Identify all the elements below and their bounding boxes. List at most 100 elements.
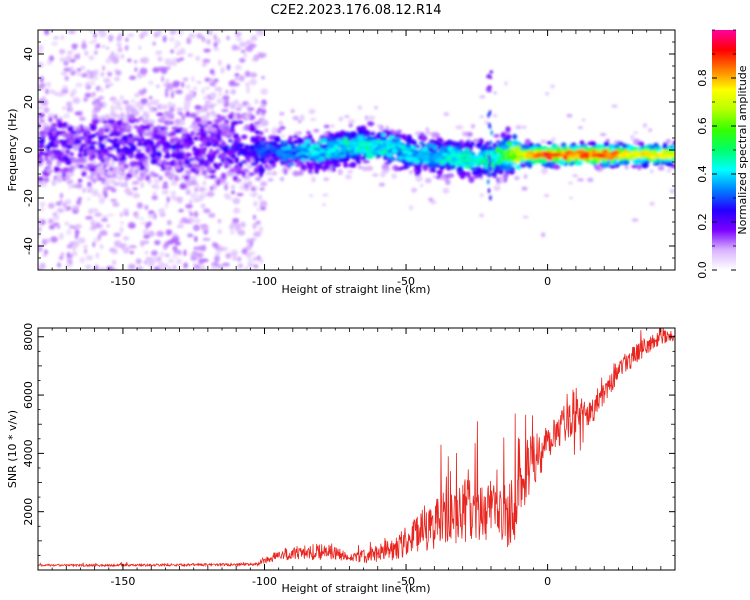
spectrogram-cell [573, 154, 580, 158]
spectrogram-cell [131, 181, 140, 185]
spectrogram-cell [311, 176, 316, 183]
spectrogram-cell [206, 102, 213, 106]
spectrogram-cell [141, 99, 147, 105]
spectrogram-cell [366, 134, 371, 139]
spectrogram-cell [399, 166, 408, 170]
spectrogram-cell [198, 258, 205, 265]
spectrogram-cell [185, 152, 190, 158]
spectrogram-cell [228, 113, 234, 120]
spectrogram-cell [522, 144, 529, 150]
spectrogram-cell [163, 181, 168, 186]
spectrogram-cell [107, 118, 116, 125]
spectrogram-cell [488, 160, 492, 166]
spectrogram-cell [587, 177, 594, 183]
spectrogram-cell [232, 175, 238, 182]
spectrogram-cell [249, 172, 255, 176]
spectrogram-cell [47, 218, 54, 225]
spectrogram-cell [215, 86, 223, 92]
spectrogram-cell [190, 179, 197, 186]
spectrogram-cell [256, 109, 260, 115]
spectrogram-cell [314, 167, 320, 174]
spectrogram-cell [300, 143, 307, 149]
spectrogram-cell [109, 115, 117, 120]
spectrogram-cell [122, 208, 130, 214]
spectrogram-cell [119, 106, 124, 111]
spectrogram-cell [260, 181, 268, 187]
spectrogram-cell [254, 129, 260, 135]
spectrogram-cell [143, 234, 150, 239]
spectrogram-cell [66, 179, 74, 185]
spectrogram-cell [159, 135, 167, 142]
spectrogram-cell [415, 175, 423, 182]
spectrogram-cell [427, 143, 435, 149]
spectrogram-cell [168, 37, 175, 42]
spectrogram-cell [59, 198, 63, 205]
spectrogram-cell [158, 208, 166, 214]
spectrogram-cell [472, 170, 479, 176]
spectrogram-cell [222, 95, 230, 101]
spectrogram-cell [136, 126, 143, 133]
x-tick-label: -150 [110, 575, 135, 588]
spectrogram-cell [351, 154, 357, 160]
spectrogram-cell [252, 222, 258, 230]
spectrogram-cell [45, 169, 54, 173]
spectrogram-cell [40, 206, 45, 212]
spectrogram-cell [473, 138, 480, 143]
spectrogram-cell [425, 131, 433, 136]
spectrogram-cell [189, 199, 193, 205]
spectrogram-cell [575, 149, 583, 153]
spectrogram-cell [230, 88, 237, 95]
spectrogram-cell [91, 119, 99, 124]
spectrogram-cell [209, 68, 215, 75]
spectrogram-cell [67, 30, 76, 34]
spectrogram-cell [73, 53, 78, 61]
spectrogram-cell [167, 258, 175, 264]
spectrogram-cell [62, 167, 71, 173]
spectrogram-cell [185, 100, 191, 107]
spectrogram-cell [258, 257, 264, 264]
spectrogram-cell [218, 115, 226, 121]
spectrogram-cell [391, 148, 399, 154]
spectrogram-cell [132, 161, 141, 166]
spectrogram-cell [213, 47, 220, 51]
spectrogram-cell [104, 113, 110, 120]
spectrogram-cell [398, 145, 406, 149]
spectrogram-cell [141, 30, 149, 37]
spectrogram-cell [615, 143, 621, 149]
spectrogram-cell [365, 137, 372, 142]
spectrogram-cell [281, 150, 289, 154]
spectrogram-cell [206, 166, 213, 172]
spectrogram-cell [665, 149, 670, 154]
spectrogram-cell [62, 121, 68, 129]
spectrogram-cell [120, 54, 125, 59]
spectrogram-cell [169, 113, 175, 120]
spectrogram-cell [125, 124, 132, 131]
spectrogram-cell [165, 253, 170, 258]
spectrogram-cell [493, 185, 501, 192]
spectrogram-cell [220, 152, 227, 159]
spectrogram-cell [246, 86, 250, 94]
spectrogram-cell [89, 124, 97, 132]
spectrogram-cell [195, 55, 201, 62]
spectrogram-cell [338, 116, 344, 122]
spectrogram-cell [45, 238, 50, 244]
spectrogram-cell [153, 213, 157, 220]
spectrogram-cell [345, 174, 352, 180]
spectrogram-cell [91, 94, 96, 99]
spectrogram-cell [67, 125, 74, 133]
spectrogram-cell [577, 178, 584, 182]
spectrogram-cell [323, 124, 330, 129]
spectrogram-cell [504, 157, 510, 162]
spectrogram-cell [543, 162, 551, 169]
spectrogram-cell [231, 142, 238, 147]
spectrogram-cell [115, 102, 122, 107]
spectrogram-cell [243, 183, 250, 189]
spectrogram-cell [425, 177, 432, 184]
spectrogram-cell [356, 135, 364, 140]
spectrogram-cell [208, 128, 217, 132]
spectrogram-cell [211, 242, 218, 248]
snr-line-group [38, 328, 675, 568]
snr-ticks: -150 -100 -50 0 2000 4000 6000 8000 [22, 323, 676, 588]
x-tick-label: -50 [397, 575, 415, 588]
spectrogram-cell [117, 176, 125, 181]
